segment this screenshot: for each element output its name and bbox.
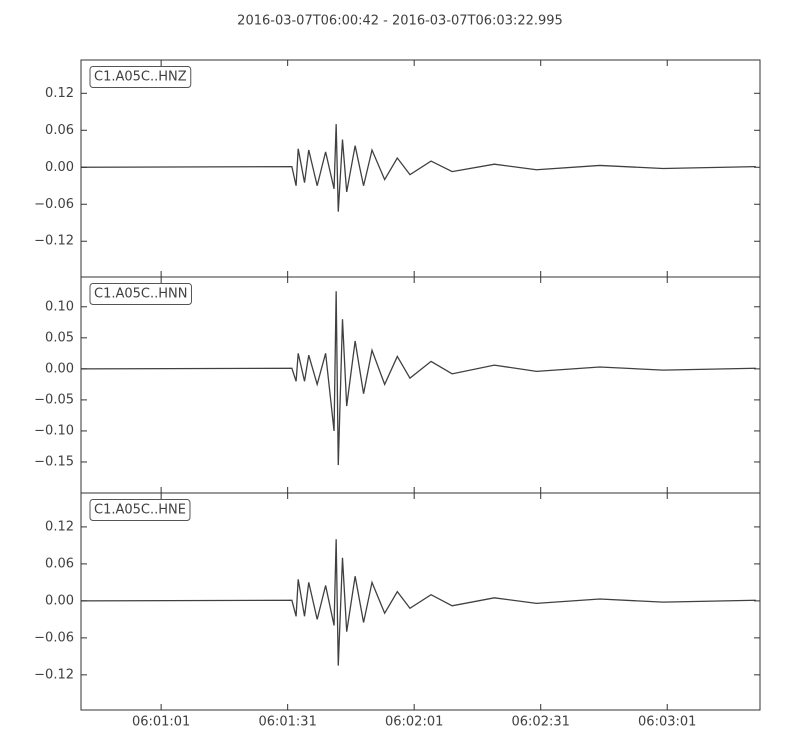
- trace-label-box: [89, 66, 192, 88]
- trace-label-text: C1.A05C..HNZ: [94, 70, 187, 85]
- chart-title: 2016-03-07T06:00:42 - 2016-03-07T06:03:2…: [237, 14, 563, 29]
- trace-label-box: [89, 283, 192, 305]
- y-tick-label: −0.15: [34, 454, 74, 469]
- x-tick-label: 06:01:31: [258, 715, 316, 730]
- y-tick-label: 0.12: [45, 519, 74, 534]
- trace-label: C1.A05C..HNN: [89, 283, 192, 305]
- y-tick-label: 0.00: [45, 593, 74, 608]
- x-tick-label: 06:02:01: [385, 715, 443, 730]
- y-tick-label: 0.00: [45, 361, 74, 376]
- y-tick-label: −0.06: [34, 630, 74, 645]
- y-tick-label: 0.05: [45, 330, 74, 345]
- y-tick-label: 0.12: [45, 86, 74, 101]
- plot-frame: [80, 492, 761, 711]
- y-tick-label: −0.12: [34, 667, 74, 682]
- y-tick-label: 0.00: [45, 160, 74, 175]
- x-tick-label: 06:01:01: [132, 715, 190, 730]
- trace-label-box: [89, 499, 191, 521]
- y-tick-label: −0.05: [34, 392, 74, 407]
- y-tick-label: −0.06: [34, 197, 74, 212]
- y-tick-label: 0.06: [45, 556, 74, 571]
- y-tick-label: 0.10: [45, 299, 74, 314]
- x-tick-label: 06:03:01: [638, 715, 696, 730]
- y-tick-label: −0.10: [34, 423, 74, 438]
- y-tick-label: −0.12: [34, 234, 74, 249]
- waveform: [80, 124, 756, 212]
- trace-label-text: C1.A05C..HNE: [94, 503, 186, 518]
- waveform: [80, 291, 756, 466]
- trace-label-text: C1.A05C..HNN: [94, 287, 187, 302]
- x-tick-label: 06:02:31: [512, 715, 570, 730]
- waveform: [80, 539, 756, 666]
- trace-label: C1.A05C..HNZ: [89, 66, 192, 88]
- y-tick-label: 0.06: [45, 123, 74, 138]
- trace-label: C1.A05C..HNE: [89, 499, 191, 521]
